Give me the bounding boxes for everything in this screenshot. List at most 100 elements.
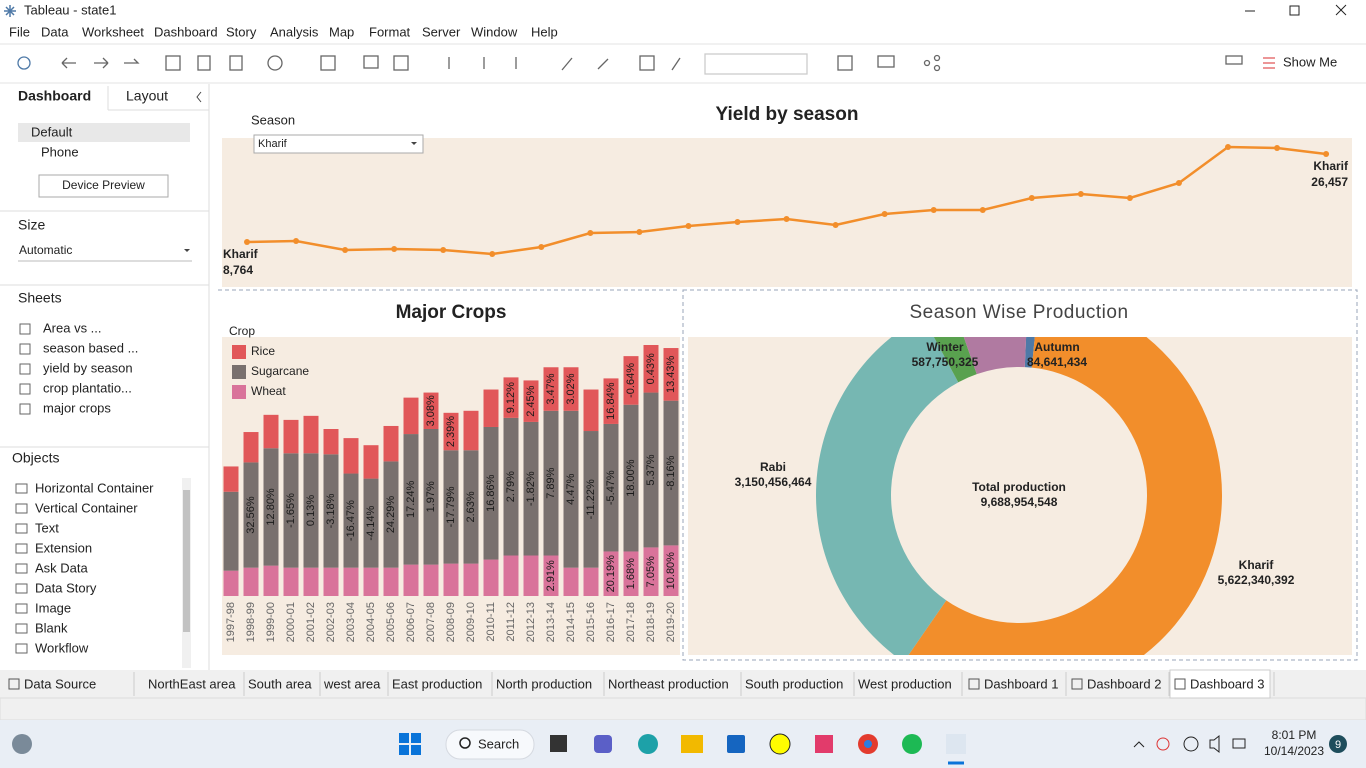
tab-icon <box>968 678 980 690</box>
object-icon <box>15 603 28 614</box>
tab-icon <box>1174 678 1186 690</box>
sheet-item[interactable]: major crops <box>43 400 111 415</box>
bar-segment <box>563 567 579 596</box>
bar-segment <box>603 551 619 596</box>
device-option[interactable]: Phone <box>41 144 79 159</box>
object-item[interactable]: Image <box>35 600 71 615</box>
change-label: -16.47% <box>345 500 357 541</box>
bar-segment <box>323 454 339 568</box>
size-dropdown[interactable]: Automatic <box>19 243 72 257</box>
object-item[interactable]: Extension <box>35 540 92 555</box>
object-icon <box>15 583 28 594</box>
start-button[interactable] <box>399 733 421 755</box>
slice-value: 587,750,325 <box>912 355 979 369</box>
yield-point <box>293 238 300 244</box>
section-heading: Objects <box>12 450 59 466</box>
sheet-tab[interactable]: Dashboard 2 <box>1087 676 1161 691</box>
status-bar <box>0 697 1366 721</box>
x-tick-label: 2007-08 <box>425 602 437 642</box>
change-label: 1.97% <box>425 481 437 512</box>
object-item[interactable]: Vertical Container <box>35 500 138 515</box>
sheet-tab[interactable]: Dashboard 3 <box>1190 676 1264 691</box>
x-tick-label: 2015-16 <box>585 602 597 642</box>
object-item[interactable]: Ask Data <box>35 560 89 575</box>
sheet-item[interactable]: yield by season <box>43 360 133 375</box>
menu-item[interactable]: Help <box>531 24 558 39</box>
sheet-item[interactable]: crop plantatio... <box>43 380 132 395</box>
tray-icons[interactable] <box>1133 734 1246 754</box>
bar-segment <box>423 429 439 565</box>
bar-segment <box>463 563 479 596</box>
sheet-icon <box>19 323 31 335</box>
object-icon <box>15 523 28 534</box>
yield-point <box>930 207 937 213</box>
x-tick-label: 2008-09 <box>445 602 457 642</box>
close-button[interactable] <box>1335 4 1347 16</box>
object-item[interactable]: Data Story <box>35 580 97 595</box>
taskbar-apps[interactable] <box>550 733 966 765</box>
notification-badge[interactable] <box>1329 735 1347 753</box>
change-label: 13.43% <box>665 355 677 393</box>
object-item[interactable]: Text <box>35 520 59 535</box>
sheet-tab[interactable]: North production <box>496 676 592 691</box>
menu-item[interactable]: Data <box>41 24 69 39</box>
series-label: Kharif <box>223 247 259 261</box>
legend-swatch <box>232 365 246 379</box>
change-label: 16.84% <box>605 382 617 420</box>
menu-item[interactable]: Window <box>471 24 518 39</box>
change-label: 2.79% <box>505 471 517 502</box>
bar-segment <box>503 417 519 556</box>
object-icon <box>15 543 28 554</box>
sheet-item[interactable]: season based ... <box>43 340 138 355</box>
sheet-tab[interactable]: Dashboard 1 <box>984 676 1058 691</box>
sidebar-tab-active[interactable]: Dashboard <box>18 88 91 104</box>
bar-segment <box>443 563 459 596</box>
bar-segment <box>223 466 239 492</box>
object-item[interactable]: Blank <box>35 620 68 635</box>
sheet-tab[interactable]: South production <box>745 676 843 691</box>
device-preview-button[interactable] <box>38 174 169 198</box>
object-item[interactable]: Horizontal Container <box>35 480 154 495</box>
center-value: 9,688,954,548 <box>981 495 1058 509</box>
change-label: 16.86% <box>485 474 497 512</box>
menu-item[interactable]: Analysis <box>270 24 319 39</box>
sheet-tab[interactable]: Data Source <box>24 676 96 691</box>
change-label: 17.24% <box>405 480 417 518</box>
menu-item[interactable]: File <box>9 24 30 39</box>
sheet-tab[interactable]: Northeast production <box>608 676 729 691</box>
object-item[interactable]: Workflow <box>35 640 89 655</box>
sheet-tab[interactable]: west area <box>323 676 381 691</box>
menu-item[interactable]: Dashboard <box>154 24 218 39</box>
yield-point <box>244 239 250 245</box>
scrollbar-thumb[interactable] <box>183 490 190 632</box>
search-box[interactable] <box>445 729 535 760</box>
menu-item[interactable]: Worksheet <box>82 24 144 39</box>
device-option[interactable]: Default <box>31 124 73 139</box>
sheet-tab[interactable]: West production <box>858 676 952 691</box>
x-tick-label: 1998-99 <box>245 602 257 642</box>
bar-segment <box>423 564 439 596</box>
menu-item[interactable]: Server <box>422 24 461 39</box>
bar-segment <box>343 473 359 568</box>
weather-icon[interactable] <box>12 734 32 754</box>
sheet-tab[interactable]: NorthEast area <box>148 676 236 691</box>
slice-value: 5,622,340,392 <box>1218 573 1295 587</box>
collapse-button[interactable] <box>196 91 202 103</box>
sheet-tab[interactable]: South area <box>248 676 312 691</box>
season-filter[interactable] <box>253 134 424 154</box>
bar-segment <box>383 567 399 596</box>
menu-item[interactable]: Format <box>369 24 411 39</box>
sheet-item[interactable]: Area vs ... <box>43 320 102 335</box>
clock-time: 8:01 PM <box>1272 728 1317 742</box>
donut-slice <box>963 337 1027 375</box>
menu-item[interactable]: Story <box>226 24 257 39</box>
bar-segment <box>443 450 459 564</box>
change-label: 0.43% <box>645 353 657 384</box>
sidebar-tab[interactable]: Layout <box>126 88 168 104</box>
menu-item[interactable]: Map <box>329 24 354 39</box>
restore-button[interactable] <box>1289 5 1300 16</box>
sheet-tab[interactable]: East production <box>392 676 482 691</box>
bar-segment <box>363 478 379 568</box>
show-me-button[interactable]: Show Me <box>1283 54 1337 69</box>
